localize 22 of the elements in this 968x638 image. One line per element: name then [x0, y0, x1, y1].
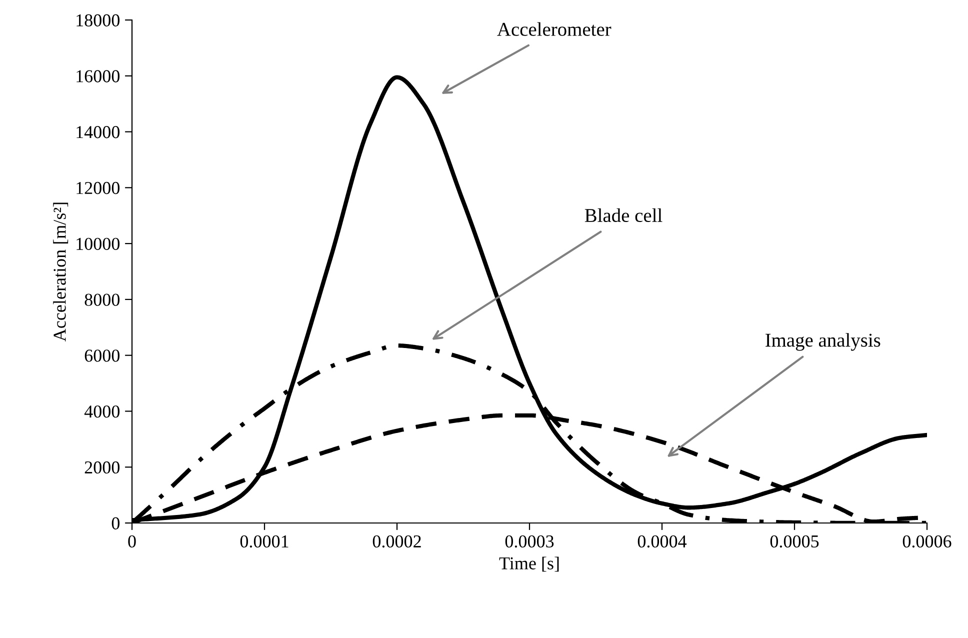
- y-tick-label: 14000: [76, 126, 120, 138]
- x-axis-title: Time [s]: [499, 556, 559, 572]
- x-tick-label: 0.0002: [372, 535, 421, 548]
- x-tick-label: 0: [128, 535, 136, 548]
- x-tick-label: 0.0003: [505, 535, 554, 548]
- y-tick-label: 10000: [76, 238, 120, 250]
- y-tick-label: 8000: [84, 294, 120, 306]
- x-tick-label: 0.0004: [638, 535, 687, 548]
- x-tick-label: 0.0005: [770, 535, 819, 548]
- x-tick-label: 0.0006: [902, 535, 952, 548]
- y-tick-label: 12000: [76, 182, 120, 194]
- annotation: Blade cell: [584, 208, 662, 222]
- y-tick-label: 18000: [76, 14, 120, 26]
- y-tick-label: 4000: [84, 405, 120, 418]
- y-tick-label: 2000: [84, 461, 120, 474]
- x-tick-label: 0.0001: [240, 535, 288, 548]
- y-tick-label: 6000: [84, 350, 120, 362]
- annotation: Image analysis: [766, 333, 880, 351]
- y-axis-title: Acceleration [m/s²]: [53, 202, 68, 342]
- y-tick-label: 0: [112, 517, 120, 530]
- annotation: Accelerometer: [497, 22, 612, 36]
- y-tick-label: 16000: [76, 70, 120, 82]
